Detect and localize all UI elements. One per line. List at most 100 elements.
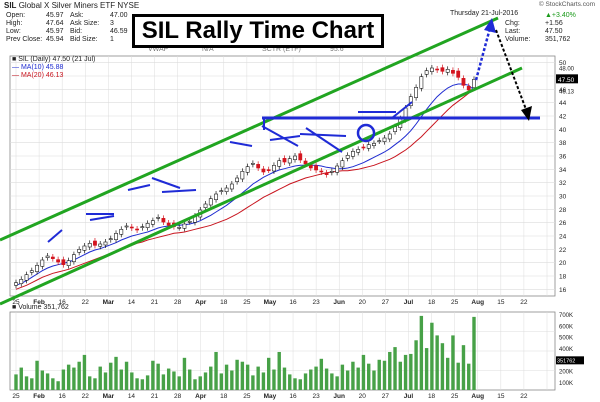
x-tick-label: Apr <box>195 299 207 306</box>
ma10-line <box>15 83 475 286</box>
candle <box>82 243 87 254</box>
candle-body <box>461 78 466 86</box>
candle <box>272 162 276 174</box>
candle <box>87 240 92 250</box>
candle-body <box>377 140 382 142</box>
volume-bar <box>251 375 255 390</box>
candle-body <box>208 198 213 206</box>
candle <box>372 140 376 149</box>
candle-body <box>361 146 366 149</box>
candle-body <box>19 279 24 284</box>
volume-bar <box>230 370 234 390</box>
flag-trendline <box>269 135 301 141</box>
candle-body <box>335 165 340 173</box>
candle <box>340 157 345 170</box>
candle <box>108 235 113 243</box>
volume-bar <box>467 363 471 390</box>
x-tick-label: Feb <box>33 393 45 400</box>
volume-bar <box>209 366 213 390</box>
candle-body <box>187 221 192 223</box>
x-tick-label: Jun <box>333 393 345 400</box>
quote-label: Bid: <box>70 28 83 35</box>
volume-bar <box>440 343 445 390</box>
quote-label: Bid Size: <box>70 36 98 43</box>
volume-bar <box>198 376 202 390</box>
x-tick-label: May <box>264 299 277 306</box>
volume-bar <box>224 364 229 390</box>
moving-averages <box>15 83 475 290</box>
x-tick-label: Aug <box>471 299 484 306</box>
quote-label: Ask: <box>70 12 84 19</box>
candle-body <box>356 149 361 153</box>
candle <box>208 195 213 208</box>
candle <box>240 168 245 182</box>
candle-body <box>456 70 461 78</box>
candle <box>293 153 297 163</box>
candle <box>266 166 271 173</box>
quote-row: Bid Size: 1 <box>70 36 114 44</box>
volume-bar <box>272 369 276 390</box>
y-tick-label: 18 <box>559 274 567 281</box>
candle <box>129 224 134 231</box>
chart-title-box: SIL Rally Time Chart <box>132 14 384 48</box>
volume-bar <box>182 357 187 390</box>
x-tick-label: 22 <box>82 393 90 400</box>
volume-axis-label: 200K <box>559 370 573 376</box>
quote-row: Prev Close: 45.94 <box>6 36 64 44</box>
flag-trendline <box>127 184 151 191</box>
candle <box>29 267 34 276</box>
candle-body <box>345 155 350 159</box>
candle-body <box>319 170 324 173</box>
candle <box>161 215 166 225</box>
candle-body <box>145 223 150 228</box>
candle-body <box>235 177 240 182</box>
volume-bar <box>261 372 266 390</box>
flag-trendline <box>261 125 299 147</box>
volume-bar <box>256 366 260 390</box>
candle <box>114 230 118 243</box>
candle-body <box>429 67 434 72</box>
candle <box>287 155 292 166</box>
chart-date: Thursday 21-Jul-2016 <box>450 10 519 17</box>
candle-body <box>98 243 103 247</box>
volume-bar <box>93 378 97 390</box>
candle-body <box>161 218 166 223</box>
etf-name: Global X Silver Miners ETF <box>18 1 116 10</box>
quote-value: +1.56 <box>545 20 563 27</box>
x-tick-label: 16 <box>289 393 297 400</box>
volume-bar <box>298 379 302 390</box>
flag-trendline <box>161 189 197 193</box>
x-tick-label: 14 <box>128 393 136 400</box>
volume-bars <box>14 315 476 390</box>
volume-bar <box>456 362 460 390</box>
x-tick-label: 14 <box>128 299 136 306</box>
candle <box>140 223 145 231</box>
x-tick-label: 16 <box>59 393 67 400</box>
volume-bar <box>419 315 424 390</box>
candle <box>219 187 224 195</box>
candle-body <box>182 223 187 229</box>
volume-bar <box>324 368 329 390</box>
candle <box>98 241 103 250</box>
candle-body <box>451 70 455 74</box>
quote-label: Last: <box>505 28 521 35</box>
volume-bar <box>161 374 166 390</box>
quote-value: 3 <box>110 20 114 27</box>
ma20-line <box>15 88 475 290</box>
candle <box>66 257 71 269</box>
quote-label: Volume: <box>505 36 531 43</box>
candle-body <box>424 70 429 75</box>
candle <box>145 220 150 231</box>
candle-body <box>56 259 61 263</box>
volume-bar <box>335 376 339 390</box>
volume-bar <box>393 347 397 390</box>
candle <box>103 239 108 248</box>
candle <box>419 73 424 92</box>
projection-up-path <box>474 27 492 81</box>
candle <box>177 224 182 231</box>
x-tick-label: May <box>264 393 277 400</box>
candle <box>93 238 97 249</box>
projection-up-arrowhead <box>484 18 496 33</box>
y-tick-label: 42 <box>559 114 567 121</box>
